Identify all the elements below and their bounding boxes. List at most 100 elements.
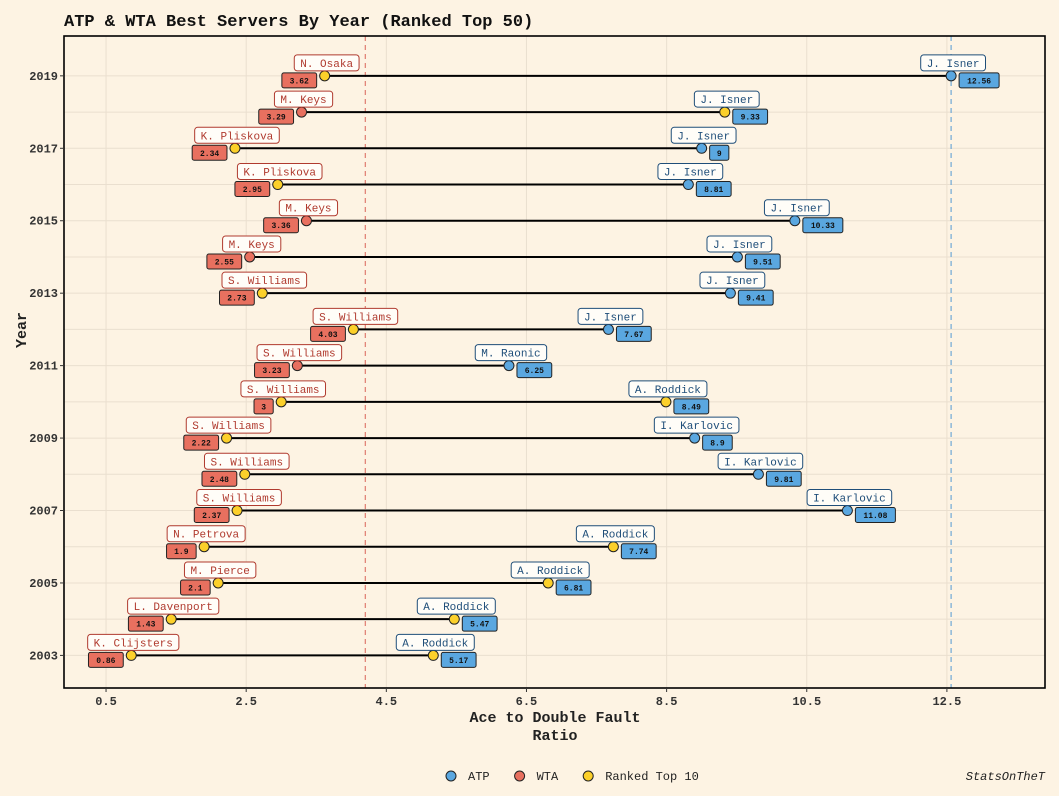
wta-point xyxy=(291,360,303,372)
atp-value-box xyxy=(461,615,498,632)
wta-value-label: 2.1 xyxy=(188,584,203,593)
wta-player-label-box xyxy=(203,452,290,470)
wta-player-label: S. Williams xyxy=(228,276,301,288)
wta-player-label-box xyxy=(185,416,272,434)
wta-value-label: 2.95 xyxy=(243,186,262,195)
atp-value-box xyxy=(765,470,802,487)
wta-value-label: 0.86 xyxy=(96,657,115,666)
y-tick-label: 2019 xyxy=(29,70,58,84)
atp-value-label: 9.81 xyxy=(774,476,793,485)
atp-value-label: 8.9 xyxy=(710,440,725,449)
wta-value-box xyxy=(180,579,211,596)
y-tick-label: 2011 xyxy=(29,360,58,374)
wta-player-label: S. Williams xyxy=(203,494,276,506)
atp-player-label-box xyxy=(806,489,893,507)
atp-player-label-box xyxy=(763,199,830,217)
wta-player-label-box xyxy=(293,54,360,72)
legend-marker xyxy=(582,770,594,782)
wta-player-label: M. Pierce xyxy=(190,566,249,578)
atp-value-box xyxy=(516,362,553,379)
atp-player-label: J. Isner xyxy=(713,240,766,252)
atp-player-label: J. Isner xyxy=(664,168,717,180)
atp-point xyxy=(607,541,619,553)
wta-point xyxy=(229,142,241,154)
atp-point xyxy=(841,505,853,517)
atp-player-label: A. Roddick xyxy=(635,385,701,397)
atp-value-label: 6.25 xyxy=(525,367,544,376)
dumbbell-segments xyxy=(131,74,952,657)
wta-value-label: 3.62 xyxy=(290,77,309,86)
atp-value-box xyxy=(440,651,477,668)
wta-player-label: M. Keys xyxy=(285,204,331,216)
atp-value-label: 8.81 xyxy=(704,186,723,195)
reference-lines xyxy=(364,36,952,688)
atp-value-box xyxy=(673,398,710,415)
atp-point xyxy=(542,577,554,589)
wta-player-label-box xyxy=(194,126,280,144)
atp-point xyxy=(503,360,515,372)
wta-player-label-box xyxy=(312,307,399,325)
atp-point xyxy=(602,323,614,335)
x-tick-label: 12.5 xyxy=(932,695,961,709)
wta-point xyxy=(239,468,251,480)
y-tick-label: 2017 xyxy=(29,142,58,156)
wta-point xyxy=(347,323,359,335)
wta-point xyxy=(319,70,331,82)
atp-value-box xyxy=(958,72,1000,89)
x-tick-label: 2.5 xyxy=(235,695,257,709)
atp-point xyxy=(731,251,743,263)
wta-player-label: L. Davenport xyxy=(134,602,213,614)
atp-value-box xyxy=(854,507,896,524)
x-tick-label: 4.5 xyxy=(376,695,398,709)
atp-value-label: 9 xyxy=(717,150,722,159)
atp-player-label-box xyxy=(628,380,708,398)
y-tick-label: 2013 xyxy=(29,287,58,301)
atp-point xyxy=(682,179,694,191)
wta-value-box xyxy=(281,72,318,89)
wta-point xyxy=(296,106,308,118)
atp-player-label: J. Isner xyxy=(927,59,980,71)
wta-value-box xyxy=(253,398,274,415)
wta-player-label-box xyxy=(273,90,334,108)
atp-player-label-box xyxy=(395,633,475,651)
wta-value-box xyxy=(201,470,238,487)
atp-point xyxy=(696,142,708,154)
atp-value-label: 8.49 xyxy=(682,403,701,412)
atp-value-box xyxy=(709,144,730,161)
atp-value-box xyxy=(737,289,774,306)
atp-point xyxy=(689,432,701,444)
wta-point xyxy=(165,613,177,625)
wta-player-label: K. Pliskova xyxy=(243,168,316,180)
atp-player-label-box xyxy=(920,54,987,72)
atp-value-label: 5.17 xyxy=(449,657,468,666)
wta-value-box xyxy=(219,289,255,306)
wta-value-label: 3 xyxy=(261,403,266,412)
wta-value-label: 1.43 xyxy=(136,621,155,630)
wta-player-label: N. Osaka xyxy=(300,59,353,71)
x-axis-ticks: 0.5 2.5 4.5 6.5 8.5 10.5 12.5 xyxy=(95,688,961,709)
atp-point xyxy=(945,70,957,82)
y-tick-label: 2005 xyxy=(29,577,58,591)
atp-player-label-box xyxy=(474,344,548,362)
wta-value-label: 3.36 xyxy=(271,222,290,231)
atp-player-label: J. Isner xyxy=(706,276,759,288)
wta-value-box xyxy=(263,217,299,234)
chart-title: ATP & WTA Best Servers By Year (Ranked T… xyxy=(64,13,533,32)
wta-value-label: 2.73 xyxy=(227,295,246,304)
wta-value-box xyxy=(310,325,346,342)
wta-point xyxy=(221,432,233,444)
atp-point xyxy=(789,215,801,227)
atp-player-label-box xyxy=(699,271,766,289)
legend-label: WTA xyxy=(537,770,559,784)
wta-value-box xyxy=(193,507,230,524)
wta-player-label: S. Williams xyxy=(319,312,392,324)
atp-player-label-box xyxy=(706,235,773,253)
wta-player-label-box xyxy=(196,489,282,507)
wta-point xyxy=(198,541,210,553)
atp-value-box xyxy=(620,543,657,560)
legend-label: Ranked Top 10 xyxy=(605,770,699,784)
wta-value-label: 2.48 xyxy=(210,476,229,485)
atp-value-box xyxy=(744,253,781,270)
legend: ATP WTA Ranked Top 10 xyxy=(445,770,699,784)
atp-player-label: J. Isner xyxy=(770,204,823,216)
